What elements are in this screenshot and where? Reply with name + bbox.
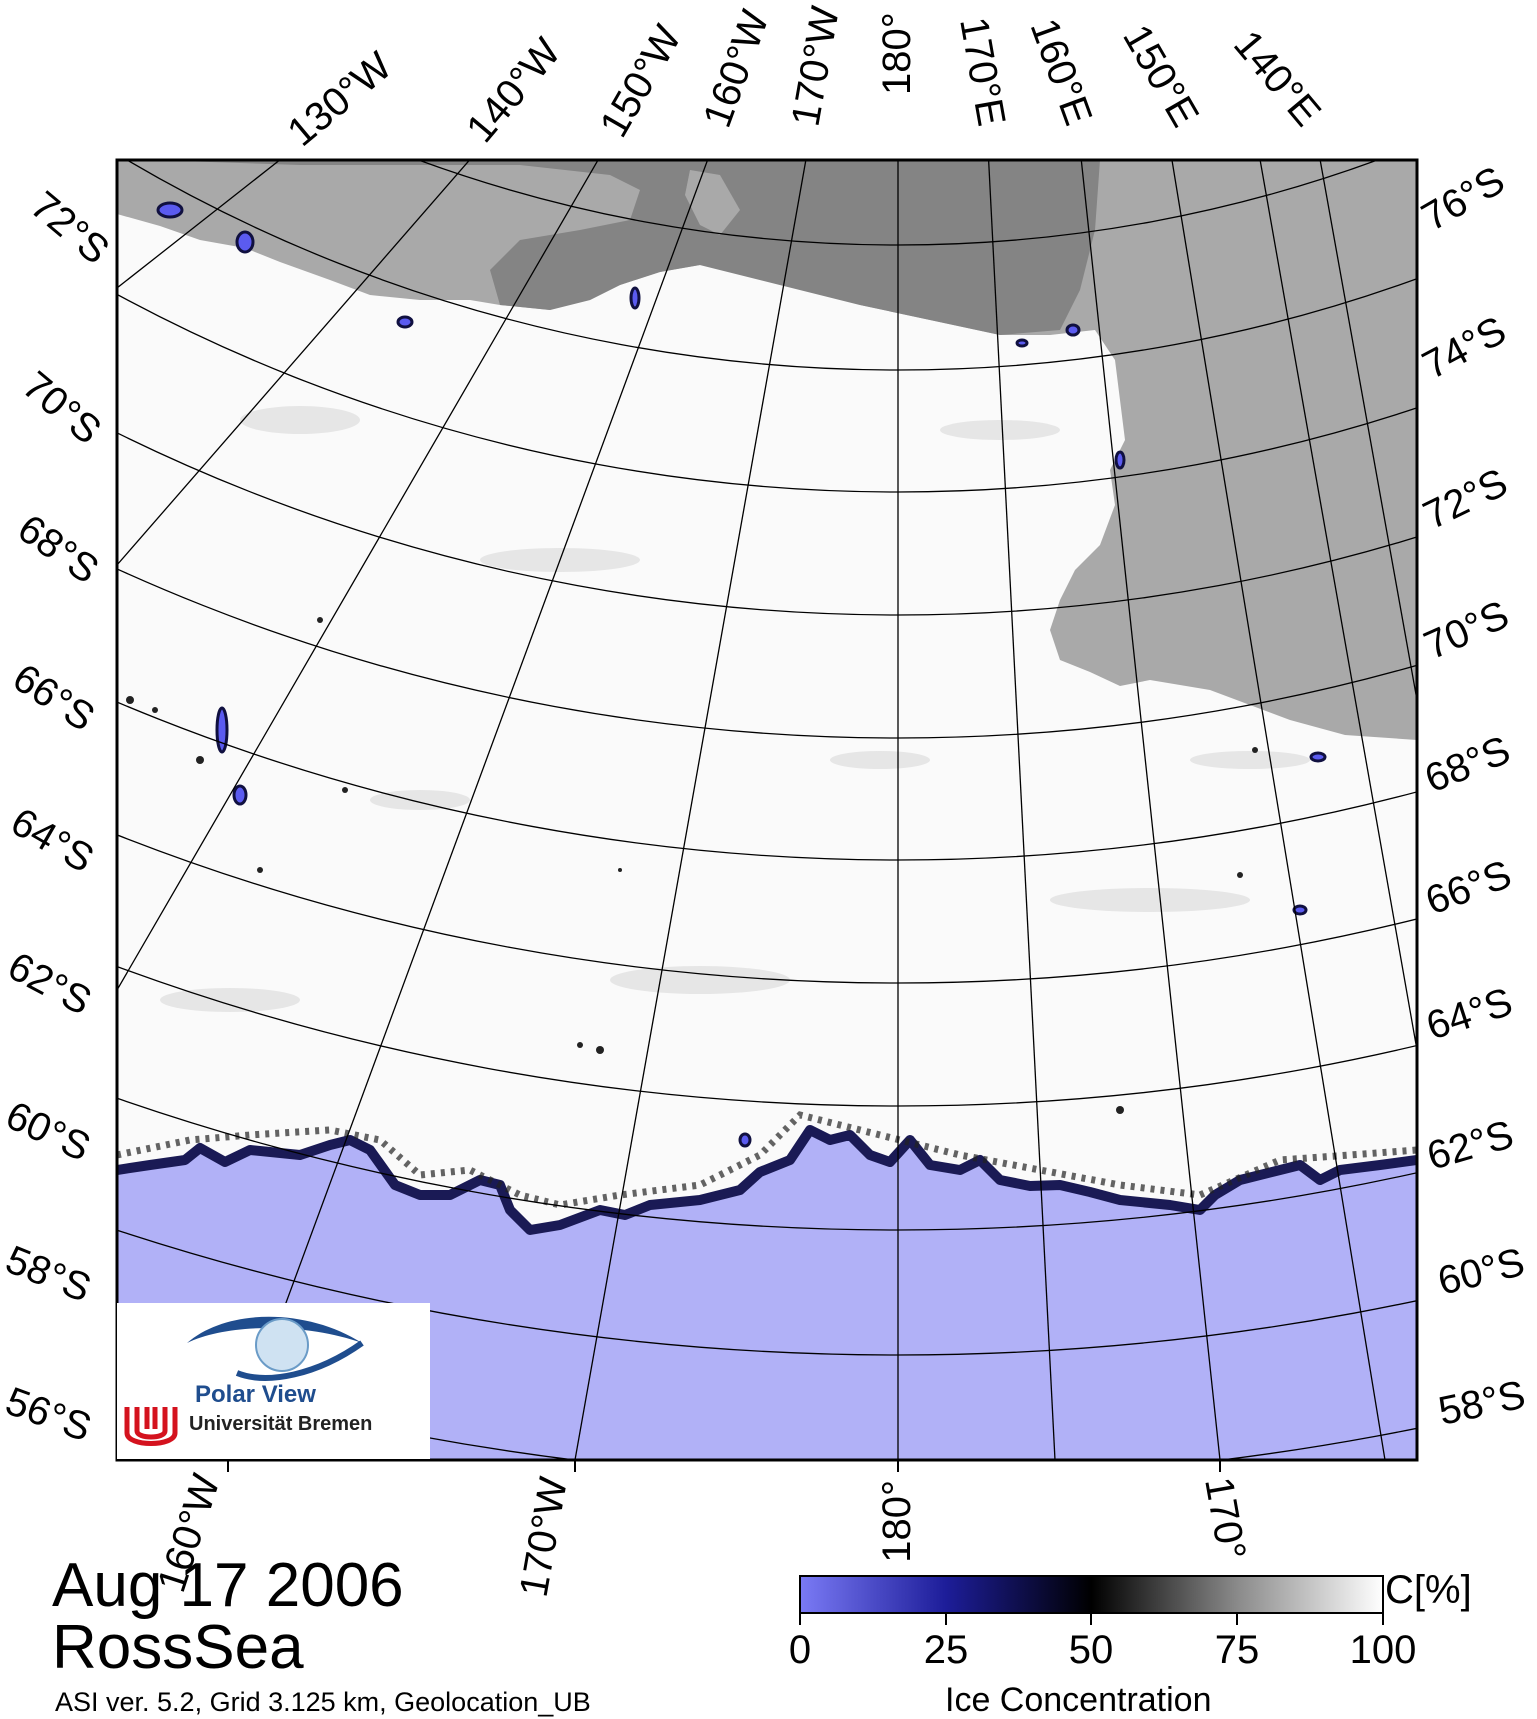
- shelf-highlight: [685, 170, 740, 235]
- left-lat-label: 64°S: [4, 800, 101, 882]
- top-lon-label: 160°E: [1022, 13, 1101, 131]
- land-area: [117, 160, 1417, 740]
- eye-icon: [187, 1316, 364, 1381]
- ice-shelf: [150, 160, 1100, 335]
- top-lon-label: 170°E: [951, 14, 1013, 129]
- top-lon-label: 180°: [875, 12, 919, 95]
- map-region: RossSea: [52, 1613, 304, 1682]
- left-lat-label: 68°S: [10, 506, 107, 592]
- colorbar-tick-label: 50: [1069, 1628, 1114, 1672]
- colorbar-tick-label: 100: [1350, 1628, 1417, 1672]
- open-water: [117, 1130, 1417, 1460]
- colorbar-tick-label: 0: [789, 1628, 811, 1672]
- map-frame: [115, 158, 1419, 1462]
- left-lat-label: 72°S: [22, 183, 117, 273]
- map-info: ASI ver. 5.2, Grid 3.125 km, Geolocation…: [55, 1687, 591, 1717]
- right-lat-label: 58°S: [1435, 1373, 1529, 1434]
- right-latitude-labels: 76°S 74°S 72°S 70°S 68°S 66°S 64°S 62°S …: [1415, 158, 1530, 1434]
- left-lat-label: 66°S: [5, 656, 102, 740]
- bottom-lon-label: 180°: [875, 1480, 919, 1563]
- top-lon-label: 140°W: [458, 30, 569, 151]
- ice-edge: [117, 1125, 1417, 1235]
- right-lat-label: 66°S: [1420, 852, 1517, 923]
- colorbar: [799, 1575, 1384, 1614]
- colorbar-tick-label: 75: [1215, 1628, 1260, 1672]
- right-lat-label: 60°S: [1434, 1240, 1529, 1304]
- top-lon-label: 160°W: [695, 5, 778, 134]
- top-lon-label: 150°E: [1114, 18, 1207, 135]
- polar-view-logo: Polar View Universität Bremen: [117, 1303, 430, 1459]
- left-lat-label: 62°S: [1, 944, 99, 1024]
- bottom-ticks: [227, 1460, 1221, 1472]
- map-date: Aug 17 2006: [52, 1551, 404, 1620]
- colorbar-tick-label: 25: [924, 1628, 969, 1672]
- right-lat-label: 62°S: [1422, 1112, 1518, 1178]
- colorbar-ticks: [799, 1613, 1384, 1625]
- logo-institution: Universität Bremen: [189, 1413, 373, 1435]
- top-lon-label: 140°E: [1225, 23, 1329, 135]
- top-lon-label: 130°W: [280, 44, 401, 155]
- logo-title: Polar View: [195, 1381, 316, 1408]
- right-lat-label: 72°S: [1417, 460, 1515, 538]
- left-lat-label: 56°S: [0, 1379, 97, 1450]
- left-lat-label: 60°S: [0, 1093, 97, 1170]
- right-lat-label: 74°S: [1416, 308, 1514, 388]
- top-longitude-labels: 130°W 140°W 150°W 160°W 170°W 180° 170°E…: [280, 3, 1330, 155]
- left-latitude-labels: 72°S 70°S 68°S 66°S 64°S 62°S 60°S 58°S …: [0, 183, 117, 1450]
- colorbar-title: Ice Concentration: [945, 1681, 1212, 1719]
- colorbar-tick-labels: 0 25 50 75 100: [789, 1628, 1417, 1672]
- polynyas: [156, 201, 1327, 1148]
- top-lon-label: 150°W: [592, 18, 690, 145]
- right-lat-label: 76°S: [1415, 158, 1512, 240]
- ice-edge-inner: [117, 1111, 1417, 1209]
- colorbar-unit: C[%]: [1385, 1568, 1472, 1612]
- left-lat-label: 70°S: [14, 363, 109, 453]
- bottom-lon-label: 170°: [1196, 1474, 1254, 1563]
- right-lat-label: 68°S: [1419, 728, 1516, 801]
- left-lat-label: 58°S: [0, 1238, 97, 1311]
- low-ice-specks: [126, 617, 1258, 1114]
- bottom-lon-label: 170°W: [512, 1474, 576, 1601]
- top-lon-label: 170°W: [784, 3, 848, 130]
- right-lat-label: 64°S: [1421, 980, 1518, 1049]
- longitude-lines: [117, 160, 1417, 1460]
- bottom-longitude-labels: 160°W 170°W 180° 170°: [149, 1469, 1253, 1600]
- university-logo-icon: [124, 1407, 178, 1446]
- right-lat-label: 70°S: [1418, 593, 1516, 669]
